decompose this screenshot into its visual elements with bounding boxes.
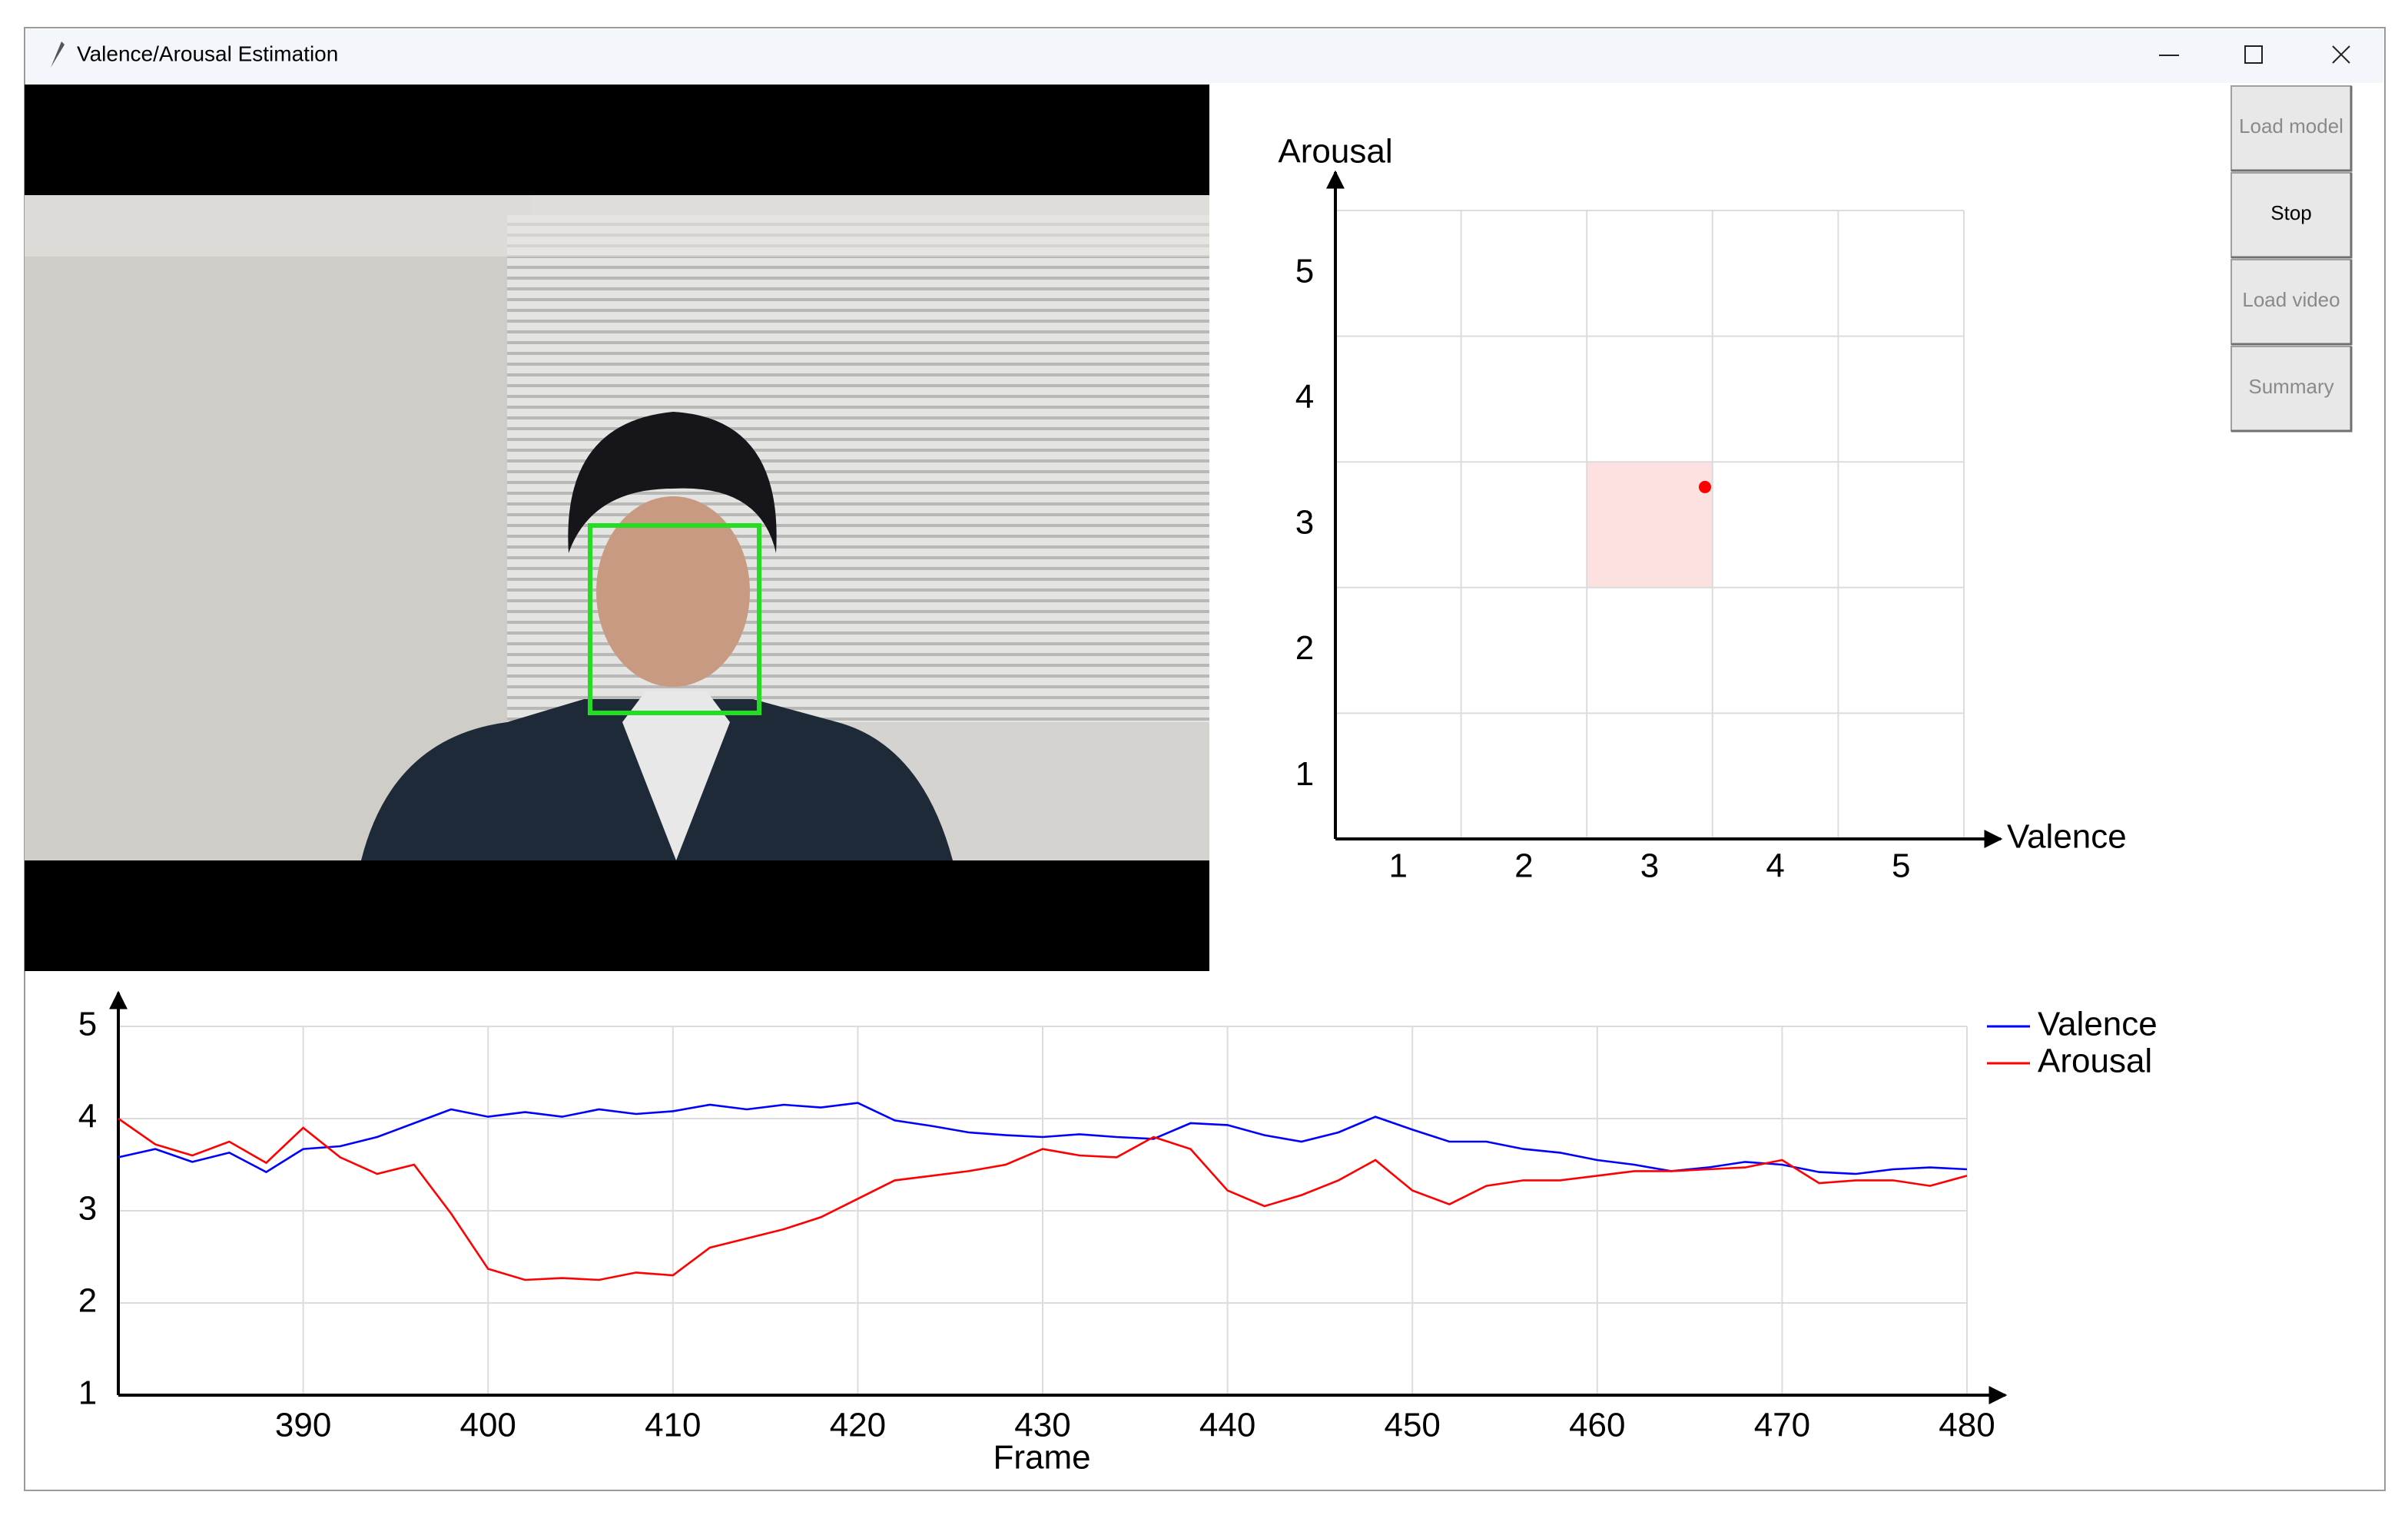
window-title: Valence/Arousal Estimation: [77, 41, 338, 65]
title-bar: [26, 29, 2383, 83]
button[interactable]: Load video: [2231, 259, 2353, 346]
button-shadow[interactable]: [2231, 86, 2353, 172]
button-label[interactable]: Summary: [2248, 375, 2333, 398]
x-tick-label: 2: [1514, 847, 1533, 885]
y-tick-label: 1: [1295, 755, 1314, 793]
x-tick-label: 480: [1939, 1407, 1995, 1444]
button[interactable]: Load model: [2231, 85, 2353, 172]
y-tick-label: 5: [1295, 252, 1314, 290]
y-tick-label: 1: [78, 1374, 97, 1412]
y-tick-label: 4: [1295, 378, 1314, 416]
x-tick-label: 440: [1199, 1407, 1255, 1444]
button-label[interactable]: Stop: [2270, 201, 2312, 224]
x-tick-label: 5: [1892, 847, 1910, 885]
button[interactable]: Stop: [2231, 172, 2353, 259]
x-tick-label: 430: [1014, 1407, 1070, 1444]
highlight-cell: [1587, 462, 1713, 588]
legend-label: Valence: [2038, 1006, 2158, 1043]
x-tick-label: 4: [1766, 847, 1784, 885]
app-icon: [51, 41, 65, 68]
line-series: [118, 1117, 1968, 1281]
face-box: [588, 523, 761, 715]
y-tick-label: 3: [78, 1190, 97, 1228]
x-tick-label: 400: [459, 1407, 516, 1444]
point: [1698, 480, 1711, 493]
x-tick-label: 390: [275, 1407, 331, 1444]
y-tick-label: 4: [78, 1098, 97, 1135]
x-tick-label: 450: [1384, 1407, 1440, 1444]
button-shadow[interactable]: [2231, 260, 2353, 346]
y-tick-label: 2: [78, 1282, 97, 1320]
button-label[interactable]: Load video: [2242, 288, 2340, 311]
y-tick-label: 5: [78, 1006, 97, 1043]
x-tick-label: 410: [645, 1407, 701, 1444]
x-tick-label: 460: [1569, 1407, 1625, 1444]
x-axis-label: Valence: [2007, 818, 2127, 856]
x-tick-label: 1: [1389, 847, 1408, 885]
x-tick-label: 3: [1640, 847, 1659, 885]
x-tick-label: 470: [1754, 1407, 1810, 1444]
close-button[interactable]: [2332, 45, 2350, 64]
x-axis-label: Frame: [993, 1439, 1090, 1477]
legend-label: Arousal: [2038, 1043, 2152, 1080]
line-series: [118, 1102, 1968, 1175]
maximize-button[interactable]: [2244, 45, 2263, 64]
y-tick-label: 3: [1295, 504, 1314, 542]
button-label[interactable]: Load model: [2239, 114, 2343, 138]
button[interactable]: Summary: [2231, 346, 2353, 433]
video-frame: [25, 85, 1209, 971]
y-axis-label: Arousal: [1278, 133, 1392, 171]
x-tick-label: 420: [830, 1407, 886, 1444]
y-tick-label: 2: [1295, 629, 1314, 667]
button-shadow[interactable]: [2231, 346, 2353, 433]
button-shadow[interactable]: [2231, 173, 2353, 259]
